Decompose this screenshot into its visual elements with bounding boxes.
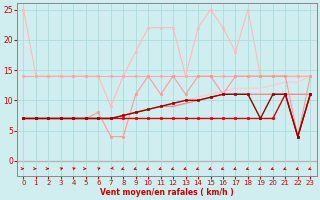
- X-axis label: Vent moyen/en rafales ( km/h ): Vent moyen/en rafales ( km/h ): [100, 188, 234, 197]
